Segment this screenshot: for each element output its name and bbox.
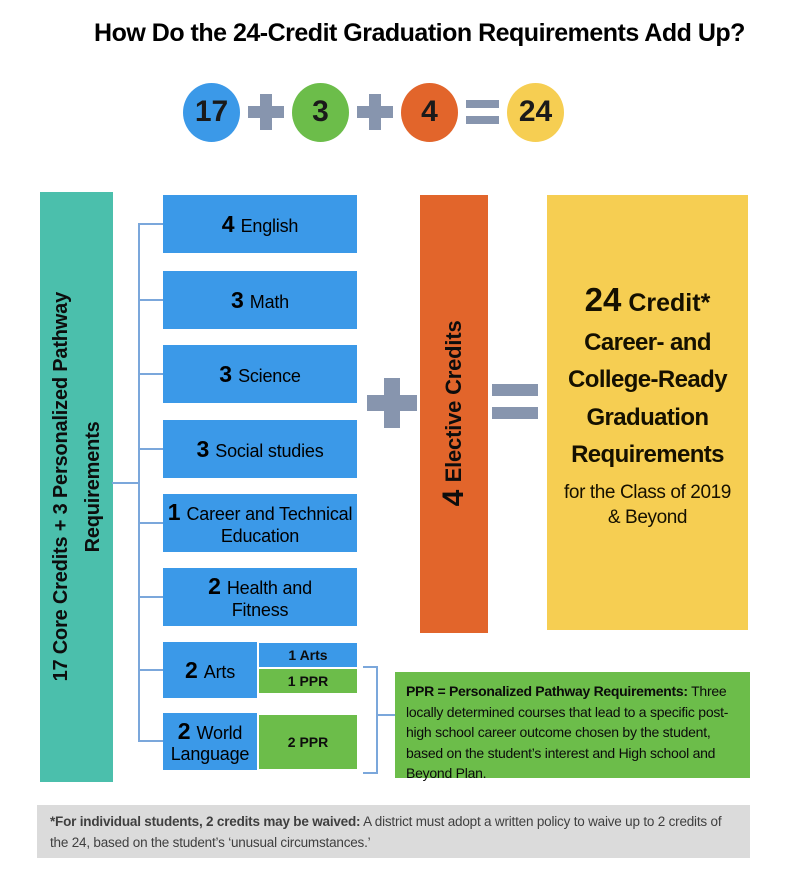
arts-ppr-mini-box: 1 PPR [259, 669, 357, 693]
ppr-bracket-vertical-line [376, 666, 378, 774]
elective-bar-label: 4 Elective Credits [437, 321, 471, 506]
subject-credits: 1 [167, 499, 181, 526]
subject-credits: 4 [221, 210, 235, 237]
ppr-note-lead: PPR = Personalized Pathway Requirements: [406, 683, 688, 699]
panel-line: Graduation [586, 403, 709, 431]
plus-icon [357, 93, 393, 131]
subject-label: Career and Technical Education [186, 504, 353, 546]
equals-icon [466, 100, 499, 124]
ppr-bracket-connector [378, 714, 395, 716]
subject-label: Math [249, 291, 289, 312]
bracket-tick [138, 448, 163, 450]
footnote-body: A district must adopt a written policy t… [50, 814, 722, 850]
page-title: How Do the 24-Credit Graduation Requirem… [94, 19, 745, 47]
elective-credits-text: Elective Credits [441, 321, 466, 484]
bracket-tick [138, 522, 163, 524]
bracket-tick [138, 596, 163, 598]
elective-credits-value: 4 [421, 95, 438, 128]
subject-box-world-language: 2 World Language [163, 713, 257, 770]
panel-line: Career- and [584, 329, 711, 356]
subject-credits: 2 [177, 717, 191, 744]
plus-icon [367, 378, 417, 428]
credit-equation: 17 3 4 24 [183, 82, 564, 142]
waiver-footnote: *For individual students, 2 credits may … [37, 805, 750, 858]
ppr-definition-note: PPR = Personalized Pathway Requirements:… [395, 672, 750, 782]
subject-box-math: 3 Math [163, 271, 357, 329]
total-requirements-panel: 24 Credit* Career- and College-Ready Gra… [547, 195, 748, 630]
subject-label: Arts [203, 661, 235, 682]
total-credits-value: 24 [518, 95, 553, 128]
panel-subtitle: for the Class of 2019 & Beyond [564, 481, 731, 528]
subject-label: English [240, 215, 299, 236]
bracket-tick [138, 740, 163, 742]
subject-credits: 2 [185, 656, 198, 683]
ppr-note-body: Three locally determined courses that le… [406, 683, 729, 782]
footnote-lead: *For individual students, 2 credits may … [50, 814, 361, 829]
subject-credits: 3 [196, 435, 210, 462]
mini-box-label: 1 PPR [287, 673, 329, 689]
elective-credits-number: 4 [437, 490, 470, 507]
core-credits-circle: 17 [183, 82, 240, 142]
core-credits-bar: 17 Core Credits + 3 Personalized Pathway… [40, 192, 113, 782]
subject-label: Science [238, 365, 301, 386]
subject-box-cte: 1 Career and Technical Education [163, 494, 357, 552]
subject-box-social-studies: 3 Social studies [163, 420, 357, 478]
subject-credits: 2 [208, 573, 221, 600]
subject-box-health-fitness: 2 Health and Fitness [163, 568, 357, 626]
world-language-ppr-mini-box: 2 PPR [259, 715, 357, 769]
mini-box-label: 1 Arts [288, 647, 328, 663]
total-credit-number: 24 [584, 281, 622, 318]
core-credits-bar-label: 17 Core Credits + 3 Personalized Pathway… [49, 292, 104, 682]
panel-line: Requirements [571, 441, 724, 469]
core-credits-value: 17 [194, 95, 229, 128]
bracket-tick [138, 299, 163, 301]
subject-label: Health and Fitness [226, 578, 312, 620]
subject-credits: 3 [219, 360, 233, 387]
ppr-bracket-tick [363, 772, 378, 774]
total-credit-heading: 24 Credit* [547, 281, 748, 319]
total-credit-label: Credit* [628, 289, 711, 317]
bracket-tick [138, 223, 163, 225]
subject-box-arts: 2 Arts [163, 642, 257, 698]
subject-credits: 3 [230, 286, 244, 313]
ppr-bracket-tick [363, 666, 378, 668]
subject-label: World Language [170, 722, 250, 765]
subject-box-english: 4 English [163, 195, 357, 253]
bracket-tick [138, 373, 163, 375]
subject-box-science: 3 Science [163, 345, 357, 403]
bracket-vertical-line [138, 223, 140, 742]
panel-line: College-Ready [568, 366, 728, 394]
bracket-connector-line [112, 482, 139, 484]
plus-icon [248, 93, 284, 131]
total-credits-circle: 24 [507, 82, 564, 142]
mini-box-label: 2 PPR [287, 734, 329, 750]
arts-credit-mini-box: 1 Arts [259, 643, 357, 667]
elective-credits-circle: 4 [401, 82, 458, 142]
subject-label: Social studies [215, 440, 324, 461]
equals-icon [492, 384, 538, 419]
ppr-credits-value: 3 [312, 95, 329, 128]
ppr-credits-circle: 3 [292, 82, 349, 142]
bracket-tick [138, 669, 163, 671]
elective-credits-bar: 4 Elective Credits [420, 195, 488, 633]
